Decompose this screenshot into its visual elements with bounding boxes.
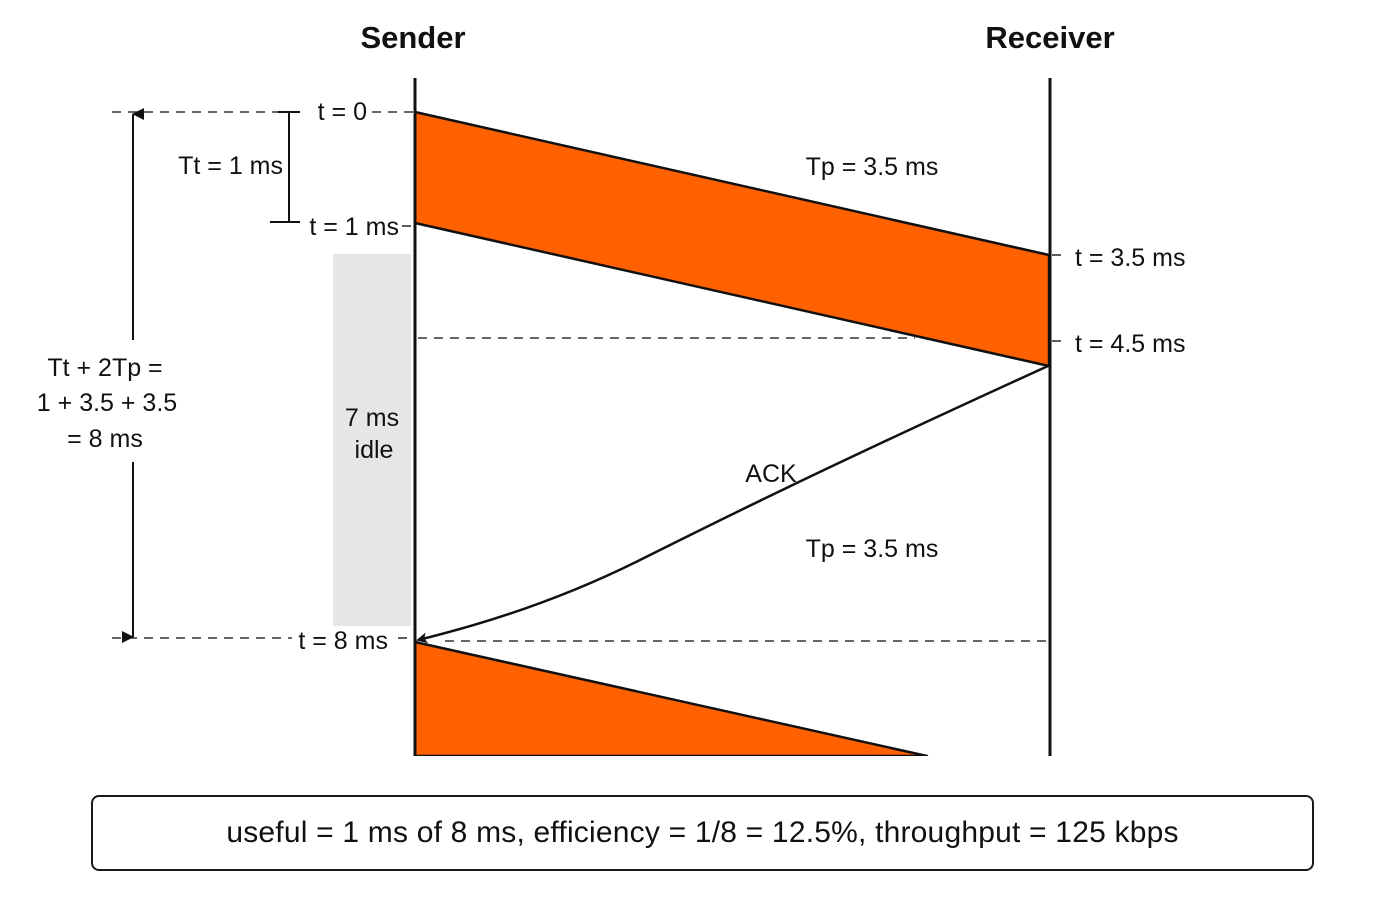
next-frame-band: [413, 640, 929, 758]
tp-forward-label: Tp = 3.5 ms: [806, 153, 939, 181]
tt-bracket: [270, 111, 300, 223]
idle-label-line1: 7 ms: [345, 404, 399, 432]
summary-text: useful = 1 ms of 8 ms, efficiency = 1/8 …: [226, 816, 1179, 849]
ack-arrow: [416, 364, 1049, 644]
ack-label: ACK: [745, 460, 797, 488]
receiver-header: Receiver: [985, 20, 1114, 55]
total-label-line1: Tt + 2Tp =: [47, 354, 162, 382]
mark-t0: t = 0: [318, 98, 367, 126]
summary-box: useful = 1 ms of 8 ms, efficiency = 1/8 …: [91, 795, 1314, 871]
idle-label-line2: idle: [355, 436, 394, 464]
total-label-line3: = 8 ms: [67, 425, 143, 453]
frame-band: [413, 110, 1051, 368]
mark-t1: t = 1 ms: [309, 213, 399, 241]
tp-return-label: Tp = 3.5 ms: [806, 535, 939, 563]
tt-label: Tt = 1 ms: [178, 152, 283, 180]
sender-header: Sender: [360, 20, 465, 55]
mark-t3-5: t = 3.5 ms: [1075, 244, 1185, 272]
mark-t4-5: t = 4.5 ms: [1075, 330, 1185, 358]
guide-lines: [112, 111, 1066, 642]
mark-t8: t = 8 ms: [298, 627, 388, 655]
next-frame-clip: [405, 756, 965, 776]
idle-region: [333, 254, 411, 626]
total-label-line2: 1 + 3.5 + 3.5: [37, 389, 177, 417]
